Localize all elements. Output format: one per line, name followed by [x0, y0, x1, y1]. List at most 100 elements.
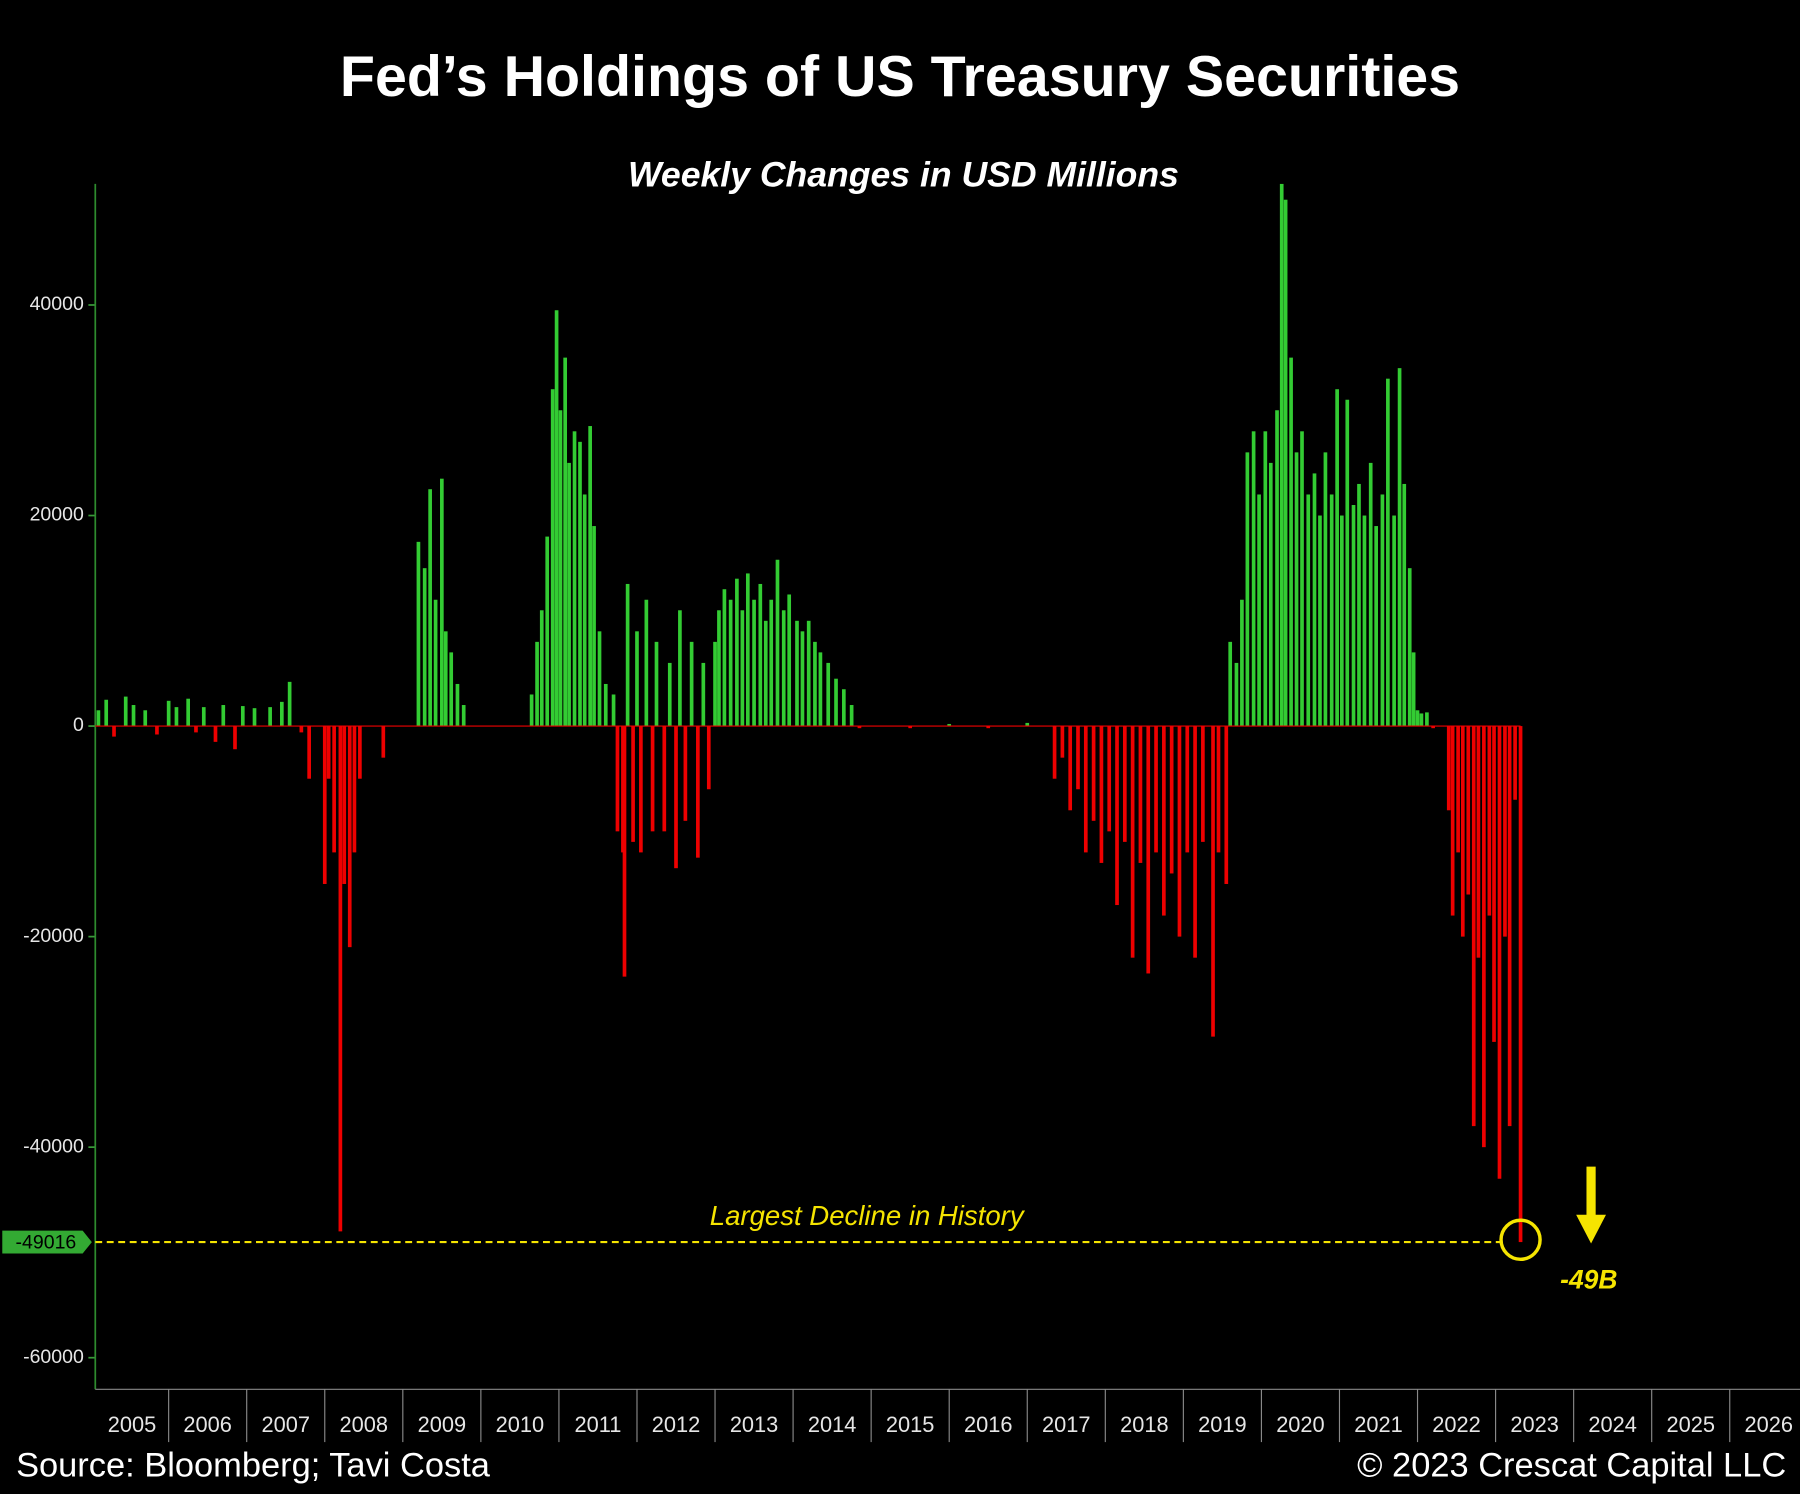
- bar: [1507, 726, 1512, 1127]
- bar: [428, 489, 432, 727]
- bar: [631, 726, 635, 842]
- bar: [233, 726, 237, 750]
- bar: [834, 678, 838, 727]
- x-tick-label: 2016: [964, 1412, 1013, 1437]
- bar: [166, 700, 171, 727]
- bar: [1300, 431, 1304, 727]
- bar: [535, 641, 539, 727]
- bar: [1419, 713, 1424, 727]
- bar: [194, 726, 198, 733]
- bar: [1460, 726, 1465, 937]
- bar: [635, 631, 639, 727]
- bar: [201, 707, 206, 727]
- y-tick-label: 40000: [30, 293, 84, 315]
- bar: [1257, 494, 1261, 727]
- bar: [696, 726, 700, 858]
- bar: [615, 726, 620, 832]
- bar: [611, 694, 616, 727]
- bar: [347, 726, 352, 948]
- x-tick-label: 2007: [261, 1412, 310, 1437]
- bar: [667, 662, 672, 727]
- bar: [908, 726, 913, 729]
- bar: [740, 610, 745, 727]
- bar: [1263, 431, 1268, 727]
- bar: [1234, 662, 1239, 727]
- bar: [1224, 726, 1229, 884]
- bar: [279, 701, 284, 727]
- bar: [461, 705, 466, 727]
- bar: [722, 589, 727, 727]
- x-tick-label: 2022: [1432, 1412, 1481, 1437]
- bar: [1446, 726, 1451, 811]
- bar: [582, 494, 587, 727]
- bar: [342, 726, 347, 884]
- bar: [545, 536, 550, 727]
- y-tick-label: -20000: [23, 925, 84, 947]
- bar: [1357, 483, 1361, 727]
- bar: [745, 573, 750, 727]
- bar: [588, 426, 592, 727]
- bar: [1425, 712, 1429, 727]
- bar: [1368, 462, 1373, 727]
- bar: [1146, 726, 1151, 974]
- highlight-circle: [1499, 1218, 1542, 1262]
- bar: [1268, 462, 1273, 727]
- bar: [775, 559, 780, 727]
- bar: [1099, 726, 1104, 863]
- bar: [1407, 568, 1412, 727]
- x-tick-label: 2015: [886, 1412, 935, 1437]
- y-tick-label: 20000: [30, 504, 84, 526]
- bar: [849, 705, 854, 727]
- bar: [1362, 515, 1367, 727]
- bar: [1402, 483, 1407, 727]
- bar: [1068, 726, 1073, 811]
- bar: [644, 599, 649, 727]
- bar: [1503, 726, 1507, 937]
- x-tick-label: 2026: [1745, 1412, 1794, 1437]
- bar: [268, 707, 272, 727]
- bar: [717, 610, 721, 727]
- bar: [1345, 399, 1350, 727]
- chart-subtitle: Weekly Changes in USD Millions: [628, 154, 1179, 194]
- x-tick-label: 2012: [652, 1412, 701, 1437]
- bar: [443, 631, 448, 727]
- x-tick-label: 2013: [730, 1412, 779, 1437]
- bar: [1335, 389, 1339, 727]
- bar: [622, 726, 627, 977]
- bar: [433, 599, 438, 727]
- bar: [728, 599, 733, 727]
- chart-title: Fed’s Holdings of US Treasury Securities: [340, 45, 1460, 109]
- bar: [578, 441, 582, 727]
- bar: [326, 726, 331, 779]
- x-tick-label: 2021: [1354, 1412, 1403, 1437]
- bar: [307, 726, 311, 779]
- bar: [1211, 726, 1215, 1037]
- bar: [1162, 726, 1166, 916]
- bar: [131, 705, 136, 727]
- bar: [104, 699, 109, 727]
- bar: [701, 662, 706, 727]
- x-tick-label: 2006: [183, 1412, 232, 1437]
- bar: [550, 389, 555, 727]
- bar: [678, 610, 682, 727]
- bar: [1169, 726, 1174, 874]
- bar: [986, 726, 991, 729]
- bar: [155, 726, 159, 735]
- bar: [597, 631, 602, 727]
- bar: [1240, 599, 1244, 727]
- bar: [1283, 199, 1288, 727]
- x-tick-label: 2023: [1510, 1412, 1559, 1437]
- bar: [213, 726, 218, 742]
- x-tick-label: 2010: [496, 1412, 545, 1437]
- bar: [800, 631, 805, 727]
- bar: [650, 726, 655, 832]
- bar: [1275, 410, 1279, 727]
- x-tick-label: 2024: [1588, 1412, 1637, 1437]
- x-tick-label: 2018: [1120, 1412, 1169, 1437]
- bar: [1492, 726, 1496, 1042]
- bar: [662, 726, 667, 832]
- bar: [841, 689, 846, 727]
- bar: [96, 710, 101, 727]
- bar: [112, 726, 116, 737]
